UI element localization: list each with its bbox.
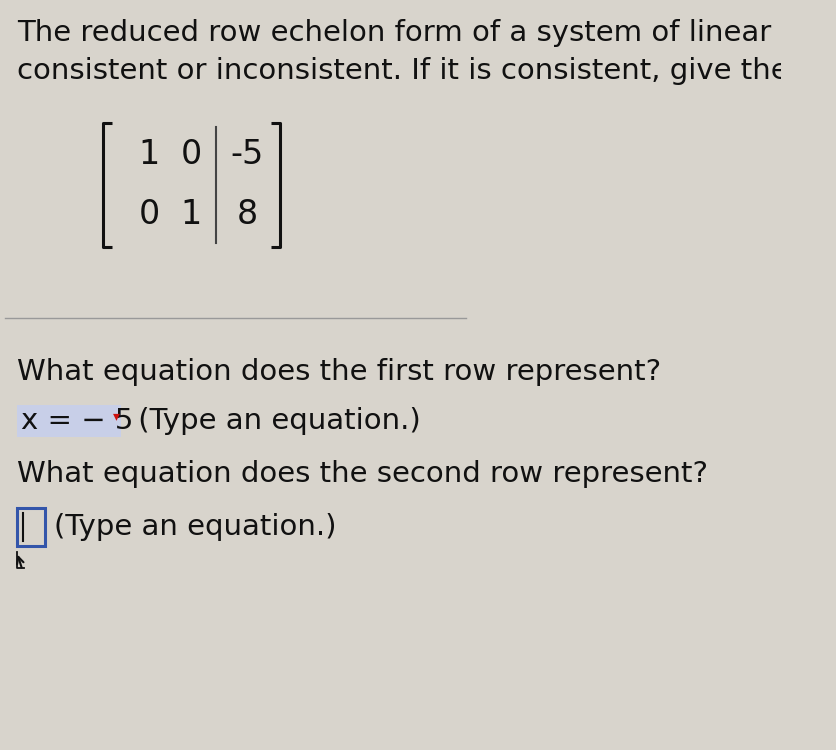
Text: 0: 0	[181, 139, 201, 172]
Text: consistent or inconsistent. If it is consistent, give the s̀: consistent or inconsistent. If it is con…	[17, 56, 812, 85]
Bar	[17, 508, 44, 546]
Text: (Type an equation.): (Type an equation.)	[129, 407, 420, 435]
Bar	[17, 405, 121, 437]
Text: 0: 0	[139, 199, 160, 232]
Text: What equation does the first row represent?: What equation does the first row represe…	[17, 358, 660, 386]
Text: 1: 1	[139, 139, 160, 172]
Text: -5: -5	[230, 139, 263, 172]
Text: x = − 5: x = − 5	[22, 407, 134, 435]
Text: The reduced row echelon form of a system of linear è: The reduced row echelon form of a system…	[17, 18, 798, 47]
Text: 8: 8	[237, 199, 257, 232]
Text: (Type an equation.): (Type an equation.)	[54, 513, 336, 541]
Text: What equation does the second row represent?: What equation does the second row repres…	[17, 460, 707, 488]
Text: ▾: ▾	[113, 409, 120, 423]
Text: 1: 1	[181, 199, 201, 232]
